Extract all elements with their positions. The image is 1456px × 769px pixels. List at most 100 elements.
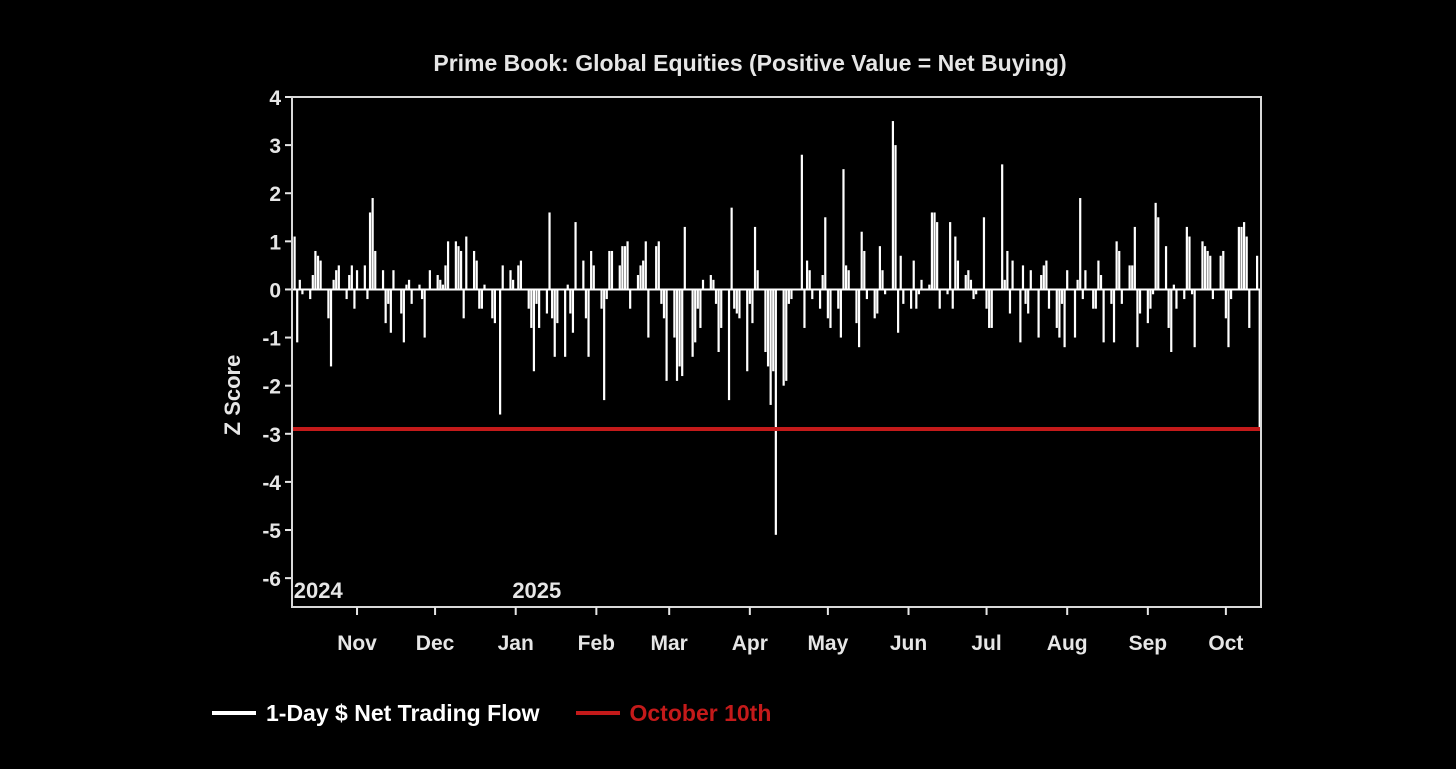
bar <box>720 289 723 328</box>
bar <box>1206 250 1209 290</box>
bar <box>1138 289 1142 314</box>
bar <box>309 289 312 300</box>
bar <box>1227 289 1230 348</box>
bar <box>675 289 679 381</box>
bar <box>1172 284 1175 290</box>
bar <box>1185 226 1188 290</box>
bar <box>629 289 632 309</box>
bar <box>837 289 840 309</box>
bar <box>751 289 754 324</box>
bar <box>475 260 478 290</box>
bar <box>551 289 554 319</box>
bar <box>681 289 684 377</box>
bar <box>402 289 405 343</box>
bar <box>1128 265 1131 290</box>
bar <box>800 154 803 290</box>
bar <box>1209 255 1212 290</box>
bar <box>1248 289 1251 328</box>
y-tick-label: 1 <box>269 231 281 254</box>
bar <box>691 289 694 357</box>
bar <box>1229 289 1233 300</box>
bar <box>444 265 447 290</box>
bar <box>1245 236 1248 290</box>
y-tick-label: -3 <box>262 424 281 447</box>
bar <box>345 289 348 300</box>
bar <box>1066 270 1069 290</box>
bar <box>988 289 991 328</box>
bar <box>839 289 842 338</box>
bar <box>1183 289 1186 300</box>
bar <box>1146 289 1149 324</box>
bar <box>1224 289 1227 319</box>
bar <box>483 284 486 290</box>
bar <box>1073 289 1077 338</box>
bar <box>374 250 377 290</box>
bar <box>553 289 556 357</box>
bar <box>863 250 866 290</box>
bar <box>897 289 900 333</box>
bar <box>423 289 426 338</box>
bar <box>772 289 775 372</box>
bar <box>439 279 442 290</box>
bar <box>657 241 660 290</box>
bar <box>571 289 575 333</box>
bar <box>535 289 538 304</box>
bar <box>569 289 572 314</box>
bar <box>1154 202 1157 290</box>
bar <box>1024 289 1027 304</box>
bar <box>1008 289 1012 314</box>
bar <box>899 255 902 290</box>
bar <box>696 289 699 309</box>
bar <box>972 289 975 300</box>
bar <box>590 250 593 290</box>
bar <box>538 289 541 328</box>
year-label: 2025 <box>512 578 561 603</box>
bar <box>785 289 788 381</box>
bar <box>818 289 822 309</box>
bar <box>769 289 772 405</box>
bar <box>1006 250 1009 290</box>
bar <box>660 289 663 304</box>
bar <box>1110 289 1113 304</box>
x-tick-label: Jul <box>971 632 1001 655</box>
bar <box>1055 289 1058 328</box>
bar <box>1112 289 1116 343</box>
y-axis-label: Z Score <box>220 355 245 436</box>
bar <box>499 289 502 415</box>
bar <box>967 270 970 290</box>
bar <box>603 289 606 401</box>
bar <box>1222 250 1225 290</box>
bar <box>519 260 523 290</box>
legend: 1-Day $ Net Trading Flow October 10th <box>212 697 771 729</box>
bar <box>371 198 374 290</box>
bar <box>465 236 468 290</box>
bar <box>329 289 333 367</box>
bar <box>821 275 824 290</box>
plot-frame <box>291 96 1262 608</box>
bar <box>509 270 512 290</box>
bar <box>296 289 299 343</box>
bar <box>420 289 424 300</box>
bar <box>618 265 621 290</box>
bar <box>319 260 322 290</box>
bar <box>1115 241 1118 290</box>
bar <box>472 250 476 290</box>
bar <box>878 246 881 290</box>
bar <box>1003 279 1006 290</box>
bar <box>332 279 335 290</box>
bar <box>1256 255 1259 290</box>
bar <box>746 289 749 372</box>
bar <box>727 289 731 401</box>
bar <box>400 289 403 314</box>
y-tick-label: -2 <box>262 376 281 399</box>
bar <box>655 246 658 290</box>
bar <box>639 265 642 290</box>
legend-swatch-october <box>575 711 620 715</box>
bar <box>636 275 640 290</box>
bar <box>915 289 918 309</box>
bar <box>803 289 806 328</box>
bar <box>418 284 421 290</box>
bar <box>709 275 712 290</box>
bar <box>441 284 444 290</box>
bar <box>574 222 577 290</box>
